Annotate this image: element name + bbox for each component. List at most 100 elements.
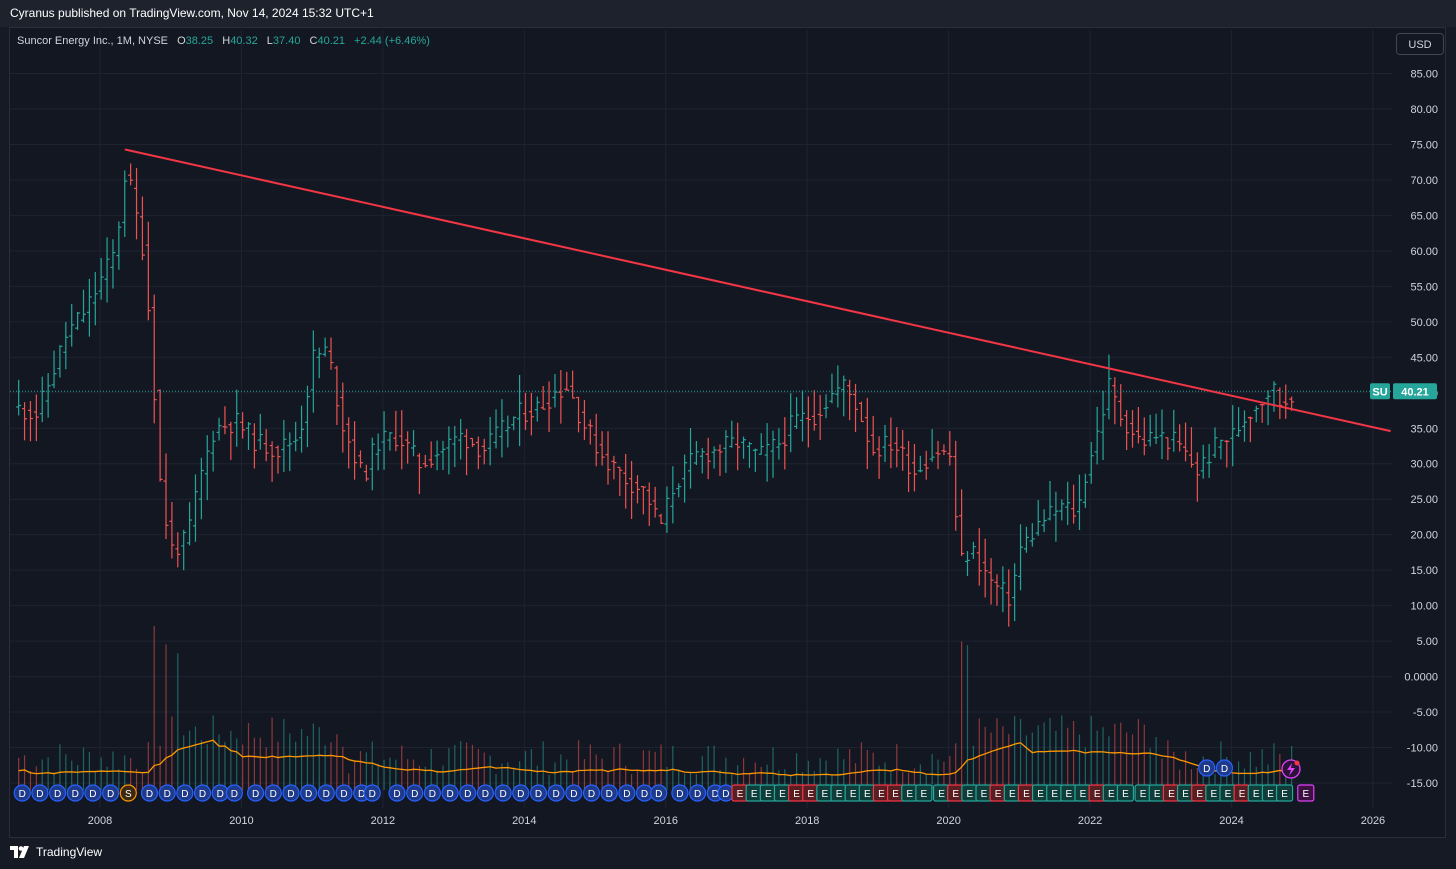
price-bar	[1230, 405, 1236, 467]
event-marker[interactable]: D	[565, 784, 583, 802]
event-marker[interactable]: D	[48, 784, 67, 802]
event-marker[interactable]: E	[1031, 784, 1050, 802]
event-marker[interactable]: D	[300, 784, 318, 802]
event-marker[interactable]: D	[476, 784, 495, 802]
event-marker[interactable]: D	[140, 784, 159, 802]
event-marker[interactable]: D	[582, 784, 601, 802]
price-bar	[375, 433, 381, 471]
event-marker[interactable]: E	[1088, 784, 1106, 802]
event-marker[interactable]: D	[494, 784, 512, 802]
price-bar	[829, 373, 835, 404]
event-marker[interactable]: E	[1176, 784, 1195, 802]
tradingview-brand[interactable]: TradingView	[10, 845, 102, 859]
event-marker[interactable]: E	[947, 784, 965, 802]
event-marker[interactable]: D	[158, 784, 176, 802]
event-marker[interactable]: E	[915, 784, 933, 802]
event-marker[interactable]: D	[176, 784, 194, 802]
event-marker[interactable]: D	[671, 784, 689, 802]
event-marker[interactable]: D	[688, 784, 707, 802]
price-bar	[1271, 381, 1277, 412]
event-marker[interactable]: D	[423, 784, 441, 802]
price-bar	[134, 168, 140, 240]
event-marker[interactable]: D	[1198, 759, 1216, 777]
price-bar	[1236, 407, 1242, 437]
price-bar	[1082, 473, 1088, 508]
event-marker[interactable]: D	[335, 784, 353, 802]
svg-text:D: D	[340, 789, 347, 800]
event-marker[interactable]: E	[1162, 784, 1181, 802]
svg-text:D: D	[1221, 764, 1228, 775]
event-marker[interactable]: E	[802, 784, 820, 802]
event-marker[interactable]: D	[66, 784, 84, 802]
event-marker[interactable]: E	[1074, 784, 1092, 802]
event-marker[interactable]: D	[618, 784, 636, 802]
event-marker[interactable]: D	[31, 784, 49, 802]
price-bar	[281, 419, 287, 472]
event-marker[interactable]: D	[459, 784, 477, 802]
price-bar	[658, 513, 664, 524]
currency-button[interactable]: USD	[1396, 33, 1444, 55]
price-bar	[27, 401, 33, 442]
event-marker[interactable]: D	[547, 784, 565, 802]
event-marker[interactable]: D	[317, 784, 335, 802]
price-bar	[322, 337, 328, 357]
price-bar	[911, 444, 917, 492]
price-bar	[346, 417, 352, 469]
price-bar	[894, 427, 900, 468]
price-bar	[39, 376, 45, 423]
price-bar	[145, 221, 151, 321]
price-bar	[811, 390, 817, 431]
event-marker[interactable]: D	[225, 784, 243, 802]
price-bar	[1147, 414, 1153, 447]
price-bar	[617, 466, 623, 496]
event-marker[interactable]: E	[1116, 784, 1135, 802]
event-marker[interactable]: D	[441, 784, 459, 802]
event-marker[interactable]: D	[13, 784, 31, 802]
event-marker[interactable]: E	[1297, 784, 1315, 802]
price-bar	[752, 448, 758, 472]
svg-text:E: E	[1253, 789, 1260, 800]
price-bar	[1012, 563, 1018, 622]
event-marker[interactable]: D	[282, 784, 300, 802]
price-bar	[422, 454, 428, 468]
price-bar	[1112, 377, 1118, 425]
event-marker[interactable]: D	[211, 784, 229, 802]
svg-text:E: E	[1122, 789, 1129, 800]
price-bar	[487, 416, 493, 466]
event-marker[interactable]: D	[363, 784, 381, 802]
event-marker[interactable]: D	[650, 784, 668, 802]
event-marker[interactable]: D	[388, 784, 406, 802]
price-bar	[1141, 417, 1147, 456]
event-marker[interactable]: D	[406, 784, 424, 802]
lightning-icon[interactable]	[1281, 759, 1301, 779]
event-marker[interactable]: E	[1275, 784, 1294, 802]
event-marker[interactable]: D	[264, 784, 282, 802]
event-marker[interactable]: E	[1046, 784, 1064, 802]
event-marker[interactable]: D	[529, 784, 548, 802]
event-marker[interactable]: D	[600, 784, 618, 802]
event-marker[interactable]: D	[193, 784, 212, 802]
svg-text:D: D	[89, 789, 96, 800]
event-marker[interactable]: D	[246, 784, 265, 802]
price-bar	[1206, 444, 1212, 478]
x-tick-label: 2018	[795, 815, 819, 827]
event-marker[interactable]: D	[512, 784, 530, 802]
svg-text:D: D	[305, 789, 312, 800]
svg-text:E: E	[1225, 789, 1232, 800]
svg-text:D: D	[72, 789, 79, 800]
event-marker[interactable]: D	[1215, 759, 1234, 777]
price-bar	[352, 421, 358, 480]
price-bar	[953, 440, 959, 531]
event-marker[interactable]: S	[119, 784, 137, 802]
price-bar	[782, 417, 788, 470]
event-marker[interactable]: D	[635, 784, 654, 802]
svg-text:E: E	[1168, 789, 1175, 800]
y-tick-label: 45.00	[1410, 352, 1438, 364]
legend-close-label: C	[309, 35, 318, 47]
price-bar	[947, 431, 953, 466]
y-tick-label: 75.00	[1410, 139, 1438, 151]
svg-text:D: D	[676, 789, 683, 800]
event-marker[interactable]: D	[84, 784, 102, 802]
event-marker[interactable]: D	[102, 784, 120, 802]
